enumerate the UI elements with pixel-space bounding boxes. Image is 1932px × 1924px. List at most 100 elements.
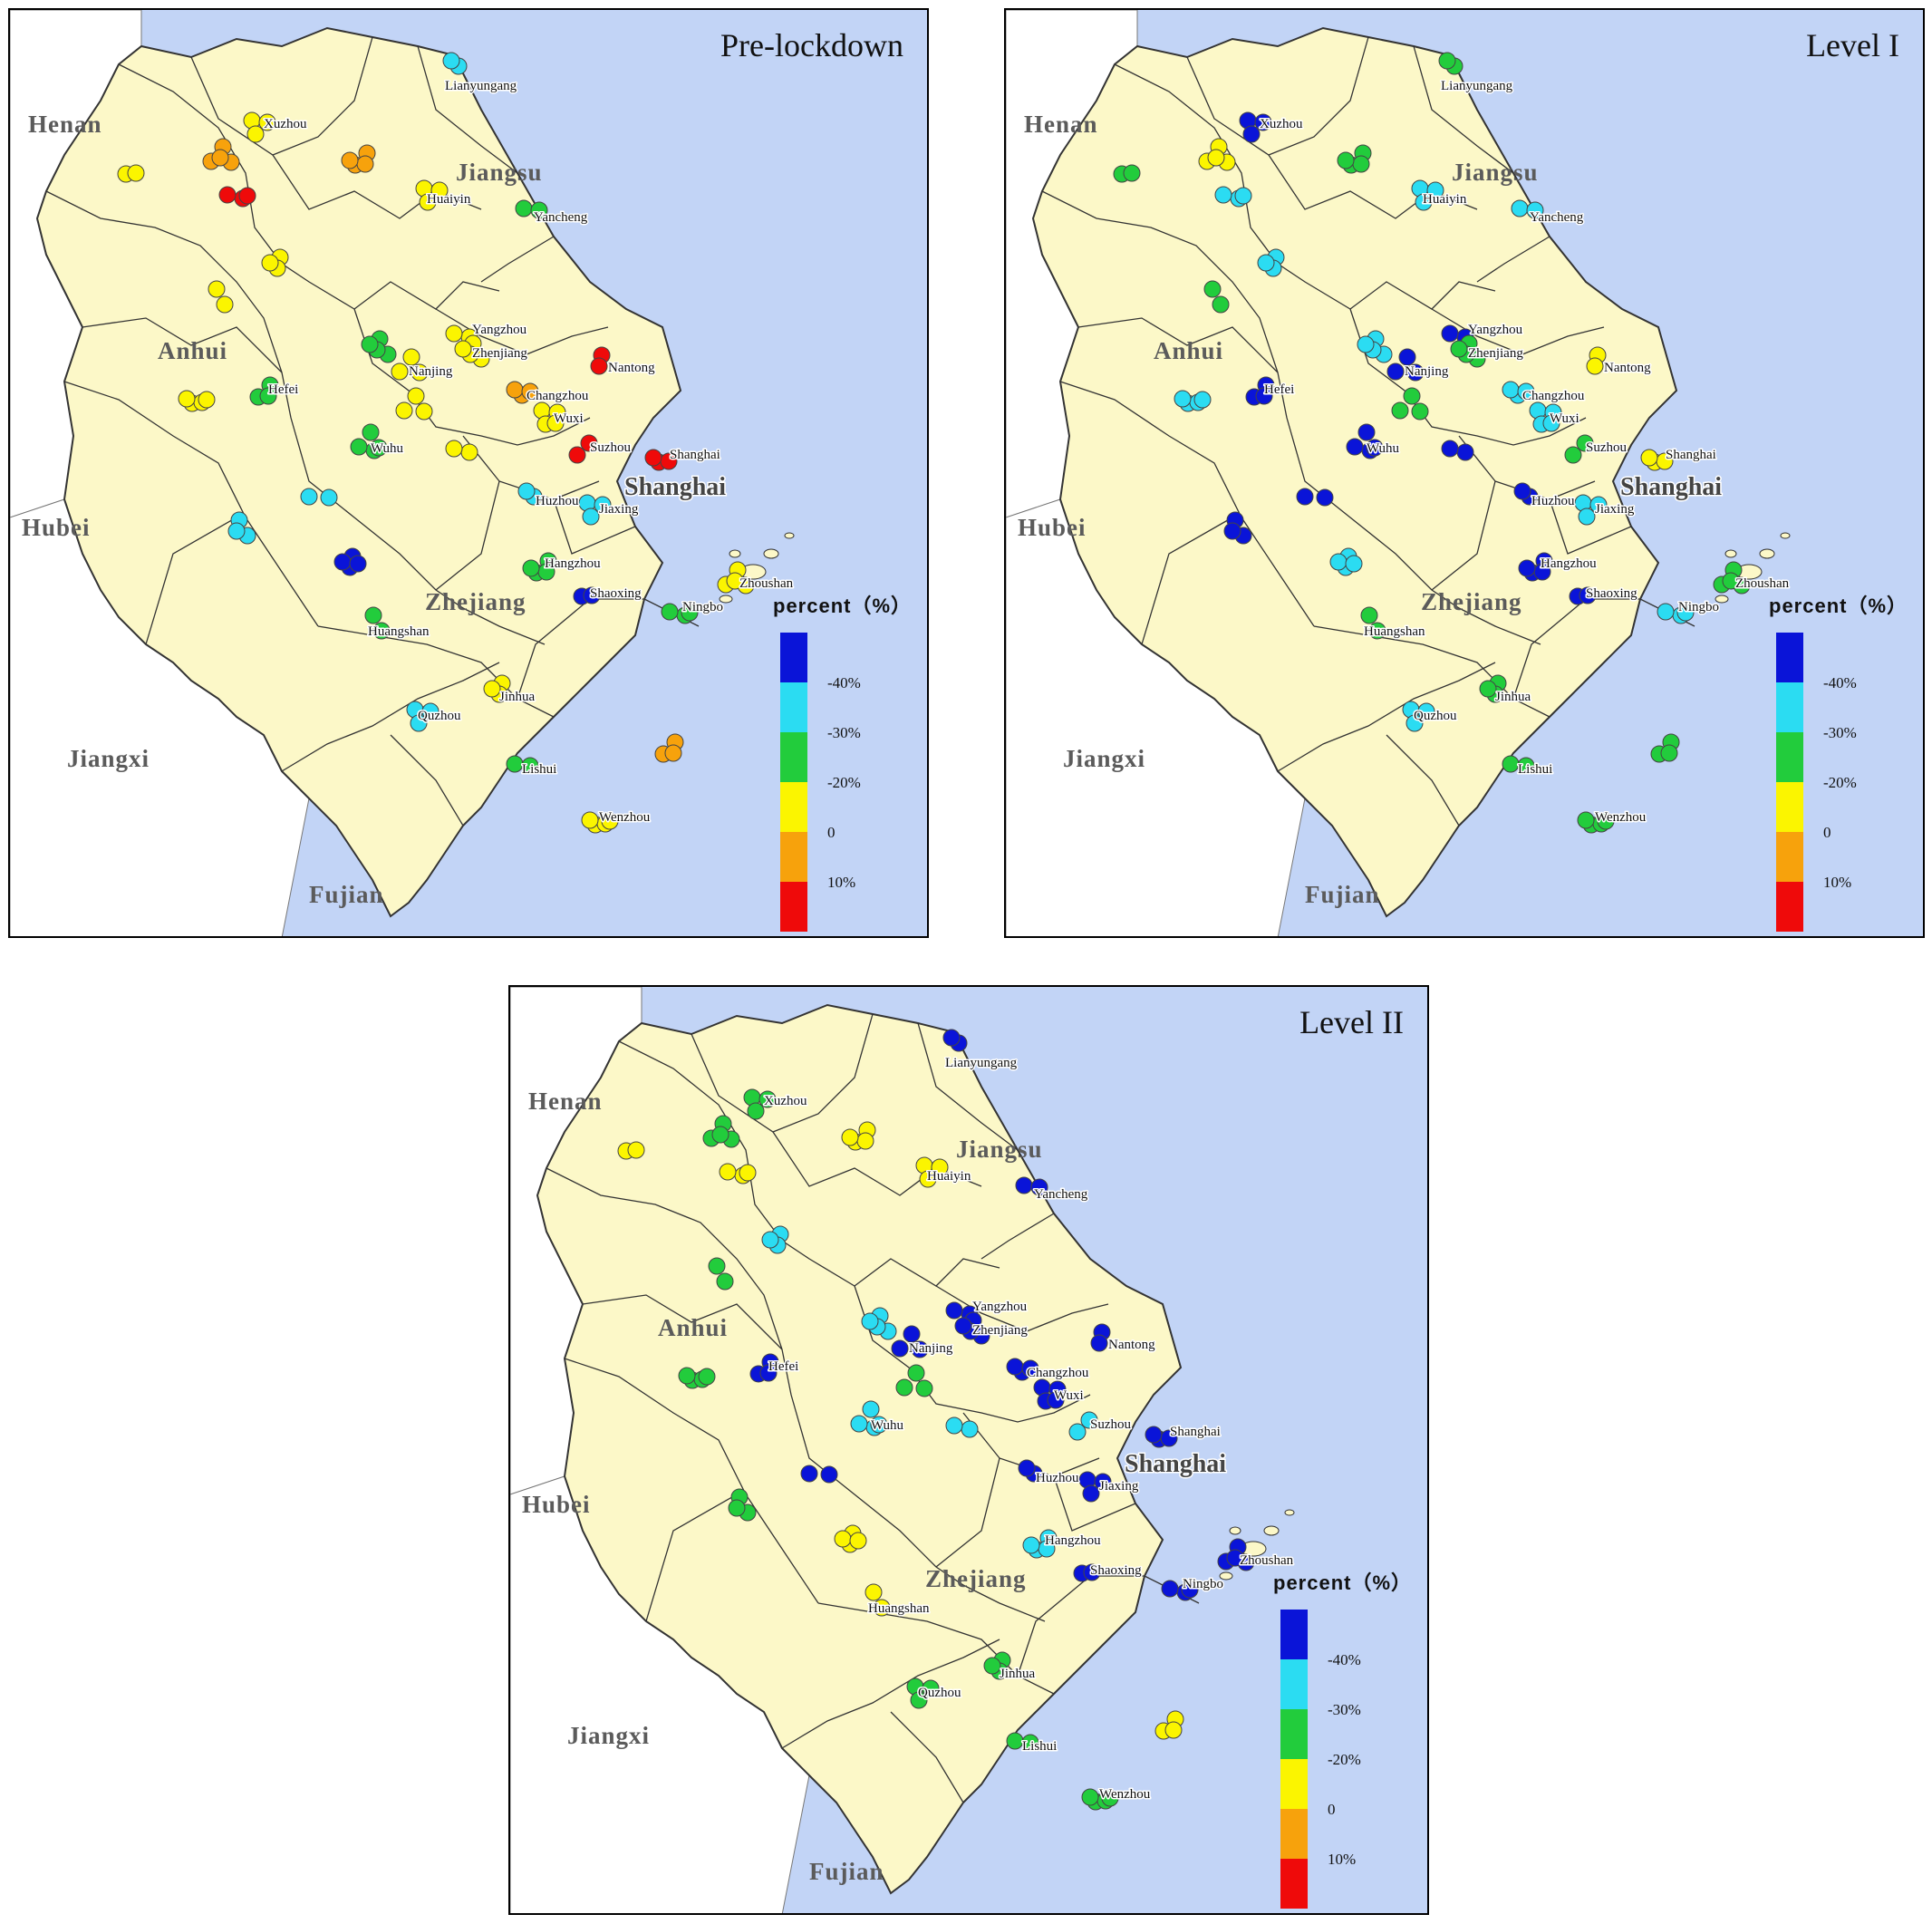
study-region-land: [1031, 26, 1678, 918]
station-marker: [445, 324, 463, 343]
legend-tick-label: -20%: [1328, 1751, 1361, 1768]
station-marker: [1329, 553, 1348, 571]
city-label-yangzhou: Yangzhou: [472, 323, 527, 337]
station-marker: [1518, 559, 1536, 577]
city-label-wenzhou: Wenzhou: [1595, 810, 1647, 825]
city-label-quzhou: Quzhou: [418, 709, 461, 723]
island: [1284, 1509, 1295, 1516]
city-label-yancheng: Yancheng: [534, 210, 588, 225]
admin-boundary: [290, 417, 546, 645]
province-label-henan: Henan: [528, 1088, 603, 1115]
station-marker: [258, 113, 276, 131]
legend-swatch: [1776, 882, 1803, 932]
province-label-shanghai: Shanghai: [1125, 1450, 1226, 1478]
city-label-lishui: Lishui: [1518, 762, 1552, 777]
legend-tick-label: 10%: [1328, 1851, 1357, 1868]
city-label-zhoushan: Zhoushan: [1240, 1553, 1294, 1568]
admin-boundary: [1277, 662, 1496, 772]
station-marker: [1145, 1426, 1163, 1444]
admin-boundary: [890, 1711, 964, 1803]
city-label-zhoushan: Zhoushan: [739, 576, 794, 591]
station-marker: [594, 496, 612, 514]
legend-color-bar: [780, 633, 807, 932]
station-marker: [891, 1339, 909, 1358]
city-label-quzhou: Quzhou: [1414, 709, 1457, 723]
station-marker: [961, 1420, 979, 1438]
station-marker: [1068, 1423, 1087, 1441]
city-label-huzhou: Huzhou: [1531, 494, 1575, 508]
station-marker: [850, 1415, 868, 1433]
city-label-nanjing: Nanjing: [1405, 364, 1449, 379]
station-marker: [834, 1530, 852, 1548]
city-label-shaoxing: Shaoxing: [590, 586, 642, 601]
station-marker: [759, 1364, 778, 1382]
city-label-lianyungang: Lianyungang: [1441, 79, 1513, 93]
station-marker: [841, 1128, 859, 1146]
city-label-lianyungang: Lianyungang: [445, 79, 517, 93]
city-label-xuzhou: Xuzhou: [764, 1094, 807, 1108]
admin-boundary: [546, 1167, 792, 1396]
city-label-shaoxing: Shaoxing: [1586, 586, 1637, 601]
legend-color-bar: [1280, 1610, 1308, 1909]
city-label-jinhua: Jinhua: [1000, 1667, 1036, 1681]
station-marker: [1047, 1391, 1065, 1409]
admin-boundary: [854, 1285, 1091, 1423]
station-marker: [1406, 714, 1424, 732]
station-marker: [1657, 603, 1675, 621]
station-marker: [208, 280, 226, 298]
study-region-land: [536, 1003, 1183, 1895]
station-marker: [1589, 496, 1608, 514]
city-label-xuzhou: Xuzhou: [264, 117, 307, 131]
legend-title: percent（%）: [773, 595, 913, 617]
island: [1780, 532, 1791, 539]
station-marker: [664, 744, 682, 762]
station-marker: [1164, 1721, 1183, 1739]
city-label-yancheng: Yancheng: [1034, 1187, 1088, 1202]
city-label-yancheng: Yancheng: [1530, 210, 1584, 225]
station-marker: [581, 811, 599, 829]
station-marker: [1193, 391, 1212, 409]
station-marker: [1021, 1734, 1039, 1752]
admin-boundary: [1512, 598, 1640, 700]
city-label-shanghai: Shanghai: [1170, 1425, 1221, 1439]
admin-boundary: [435, 480, 500, 591]
legend-swatch: [1280, 1809, 1308, 1859]
station-marker: [1502, 381, 1520, 399]
admin-boundary: [517, 598, 644, 700]
station-marker: [1391, 401, 1409, 420]
province-label-hubei: Hubei: [22, 514, 91, 541]
city-label-hefei: Hefei: [268, 382, 298, 397]
station-marker: [391, 363, 409, 381]
station-marker: [1022, 1536, 1040, 1554]
city-label-zhenjiang: Zhenjiang: [1468, 346, 1523, 361]
city-label-huzhou: Huzhou: [1036, 1471, 1079, 1485]
station-marker: [865, 1583, 883, 1601]
city-label-huangshan: Huangshan: [1364, 624, 1425, 639]
map-canvas: Henan Hubei Jiangxi Fujian Jiangsu Anhui Zheji…: [510, 987, 1295, 1913]
station-marker: [259, 387, 277, 405]
province-label-jiangxi: Jiangxi: [567, 1722, 650, 1749]
province-label-fujian: Fujian: [309, 881, 384, 908]
city-label-zhenjiang: Zhenjiang: [472, 346, 527, 361]
admin-boundary: [618, 1040, 1000, 1287]
island: [1724, 549, 1737, 558]
city-label-yangzhou: Yangzhou: [1468, 323, 1523, 337]
province-label-fujian: Fujian: [809, 1858, 884, 1885]
station-marker: [460, 443, 478, 461]
legend-title: percent（%）: [1273, 1571, 1413, 1594]
city-label-zhoushan: Zhoushan: [1735, 576, 1790, 591]
station-marker: [372, 622, 391, 640]
station-marker: [1597, 812, 1615, 830]
station-marker: [364, 606, 382, 624]
city-label-huzhou: Huzhou: [536, 494, 579, 508]
city-label-wuxi: Wuxi: [1054, 1388, 1084, 1403]
city-label-hefei: Hefei: [1264, 382, 1294, 397]
station-marker: [238, 187, 256, 205]
province-label-hubei: Hubei: [1018, 514, 1087, 541]
admin-boundary: [817, 1602, 1055, 1695]
station-marker: [1223, 522, 1241, 540]
station-marker: [931, 1158, 949, 1176]
legend-swatch: [1280, 1610, 1308, 1659]
station-marker: [1094, 1473, 1112, 1491]
panel-title: Level I: [1806, 27, 1899, 63]
